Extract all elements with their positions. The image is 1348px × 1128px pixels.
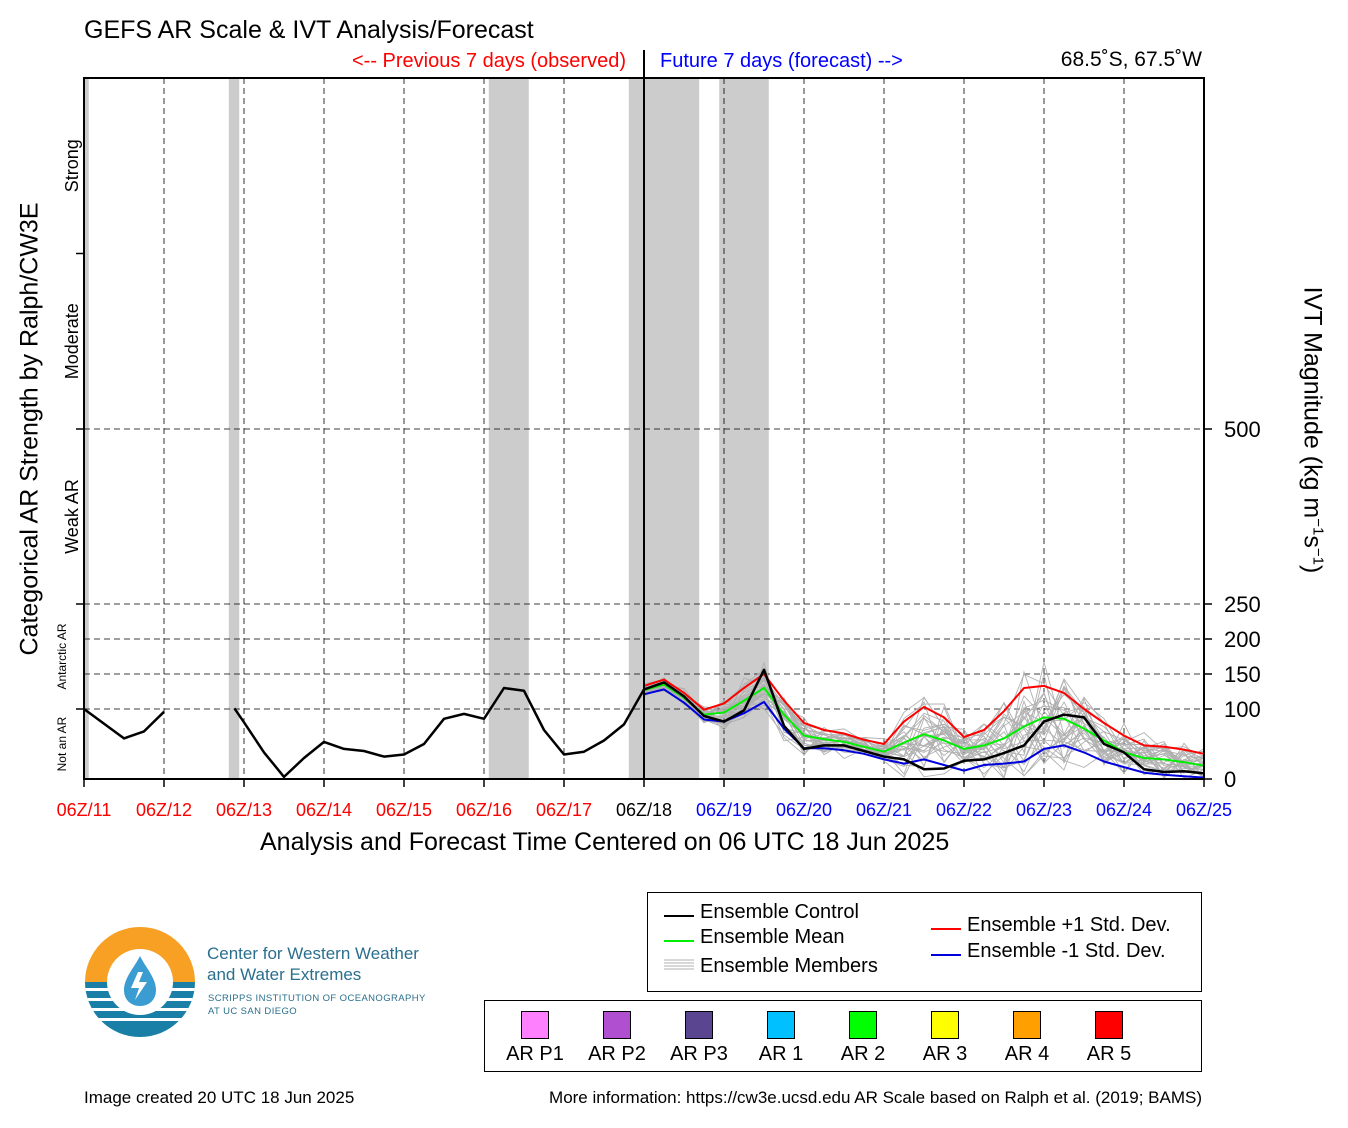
legend-mean-label: Ensemble Mean [700, 926, 845, 948]
legend-mean-swatch [664, 940, 694, 942]
legend-control-swatch [664, 915, 694, 917]
ar-category-label: AR P3 [670, 1043, 728, 1065]
series-ensemble-control-1 [233, 668, 1205, 779]
ar-category-label: AR 3 [922, 1043, 968, 1065]
x-tick-label: 06Z/25 [1176, 800, 1232, 820]
logo-sub-line1: SCRIPPS INSTITUTION OF OCEANOGRAPHY [208, 993, 426, 1004]
ar-category-item: AR P3 [659, 1011, 739, 1066]
shaded-period-1 [228, 78, 240, 779]
ar-category-swatch [1013, 1011, 1041, 1039]
category-label: Not an AR [55, 716, 69, 771]
y-tick-label: 150 [1224, 662, 1261, 687]
series-lines [83, 668, 1205, 779]
logo-name-line2: and Water Extremes [207, 965, 362, 984]
ar-category-swatch [685, 1011, 713, 1039]
ar-category-label: AR P2 [588, 1043, 646, 1065]
x-axis-label: Analysis and Forecast Time Centered on 0… [260, 828, 950, 856]
ar-category-swatch [1095, 1011, 1123, 1039]
x-tick-label: 06Z/12 [136, 800, 192, 820]
footer-created: Image created 20 UTC 18 Jun 2025 [84, 1088, 355, 1107]
ar-category-item: AR 3 [905, 1011, 985, 1066]
previous-period-label: <-- Previous 7 days (observed) [351, 50, 626, 72]
category-label: Moderate [62, 303, 82, 379]
ar-category-item: AR P1 [495, 1011, 575, 1066]
ar-category-label: AR 2 [840, 1043, 886, 1065]
x-tick-label: 06Z/15 [376, 800, 432, 820]
ar-category-label: AR 5 [1086, 1043, 1132, 1065]
ar-category-label: AR P1 [506, 1043, 564, 1065]
ensemble-member-28 [643, 673, 1205, 779]
ar-category-legend: AR P1 AR P2 AR P3 AR 1 AR 2 AR 3 AR 4 AR 5 [484, 1000, 1202, 1072]
ar-category-swatch [931, 1011, 959, 1039]
logo-name-line1: Center for Western Weather [207, 944, 419, 963]
cw3e-logo-icon [85, 927, 195, 1037]
ensemble-member-17 [643, 684, 1205, 769]
ar-category-item: AR 1 [741, 1011, 821, 1066]
future-period-label: Future 7 days (forecast) --> [660, 50, 903, 72]
x-tick-label: 06Z/18 [616, 800, 672, 820]
shaded-period-4 [719, 78, 769, 779]
x-tick-label: 06Z/24 [1096, 800, 1152, 820]
ar-category-swatch [521, 1011, 549, 1039]
axis-labels: 06Z/11 06Z/12 06Z/13 06Z/14 06Z/15 06Z/16 06Z/… [55, 139, 1261, 820]
series-ensemble-mean-0 [643, 683, 1205, 767]
location-label: 68.5˚S, 67.5˚W [1060, 48, 1202, 71]
legend-minus-std-label: Ensemble -1 Std. Dev. [967, 940, 1166, 962]
series-ensemble-1-std-dev--0 [643, 688, 1205, 779]
ensemble-member-27 [643, 672, 1205, 773]
category-label: Strong [62, 139, 82, 192]
legend-control-label: Ensemble Control [700, 901, 859, 923]
shaded-period-0 [84, 78, 89, 779]
x-tick-label: 06Z/21 [856, 800, 912, 820]
right-y-axis-label: IVT Magnitude (kg m−1s−1) [1298, 286, 1327, 574]
ar-category-swatch [603, 1011, 631, 1039]
x-tick-label: 06Z/17 [536, 800, 592, 820]
logo-sub-line2: AT UC SAN DIEGO [208, 1006, 298, 1017]
shaded-period-3 [628, 78, 700, 779]
y-tick-label: 200 [1224, 627, 1261, 652]
ensemble-legend: Ensemble Control Ensemble Mean Ensemble … [647, 892, 1202, 992]
x-tick-label: 06Z/19 [696, 800, 752, 820]
ar-category-item: AR 2 [823, 1011, 903, 1066]
ensemble-member-22 [643, 677, 1205, 779]
shaded-period-2 [488, 78, 529, 779]
x-tick-label: 06Z/14 [296, 800, 352, 820]
legend-minus-std-swatch [931, 954, 961, 956]
ar-category-swatch [849, 1011, 877, 1039]
category-label: Weak AR [62, 479, 82, 554]
legend-members-label: Ensemble Members [700, 955, 878, 977]
ar-category-label: AR 1 [758, 1043, 804, 1065]
category-label: Antarctic AR [55, 623, 69, 689]
y-tick-label: 0 [1224, 767, 1236, 792]
x-tick-label: 06Z/16 [456, 800, 512, 820]
y-tick-label: 500 [1224, 417, 1261, 442]
x-tick-label: 06Z/23 [1016, 800, 1072, 820]
chart-title: GEFS AR Scale & IVT Analysis/Forecast [84, 16, 534, 44]
x-tick-label: 06Z/11 [57, 800, 112, 820]
y-tick-label: 250 [1224, 592, 1261, 617]
legend-plus-std-label: Ensemble +1 Std. Dev. [967, 914, 1171, 936]
ar-category-label: AR 4 [1004, 1043, 1050, 1065]
footer-more-info: More information: https://cw3e.ucsd.edu … [549, 1088, 1202, 1107]
ensemble-member-21 [643, 669, 1205, 774]
ar-category-item: AR 4 [987, 1011, 1067, 1066]
x-tick-label: 06Z/20 [776, 800, 832, 820]
ensemble-member-23 [643, 684, 1205, 775]
x-tick-label: 06Z/13 [216, 800, 272, 820]
series-ensemble-control-0 [83, 707, 165, 740]
legend-members-swatch [664, 959, 694, 970]
plot-frame [76, 50, 1212, 787]
series-ensemble-1-std-dev--0 [643, 673, 1205, 755]
legend-plus-std-swatch [931, 928, 961, 930]
y-tick-label: 100 [1224, 697, 1261, 722]
ar-category-item: AR 5 [1069, 1011, 1149, 1066]
ar-category-item: AR P2 [577, 1011, 657, 1066]
left-y-axis-label: Categorical AR Strength by Ralph/CW3E [15, 202, 44, 656]
x-tick-label: 06Z/22 [936, 800, 992, 820]
shaded-periods [84, 78, 769, 779]
ar-category-swatch [767, 1011, 795, 1039]
